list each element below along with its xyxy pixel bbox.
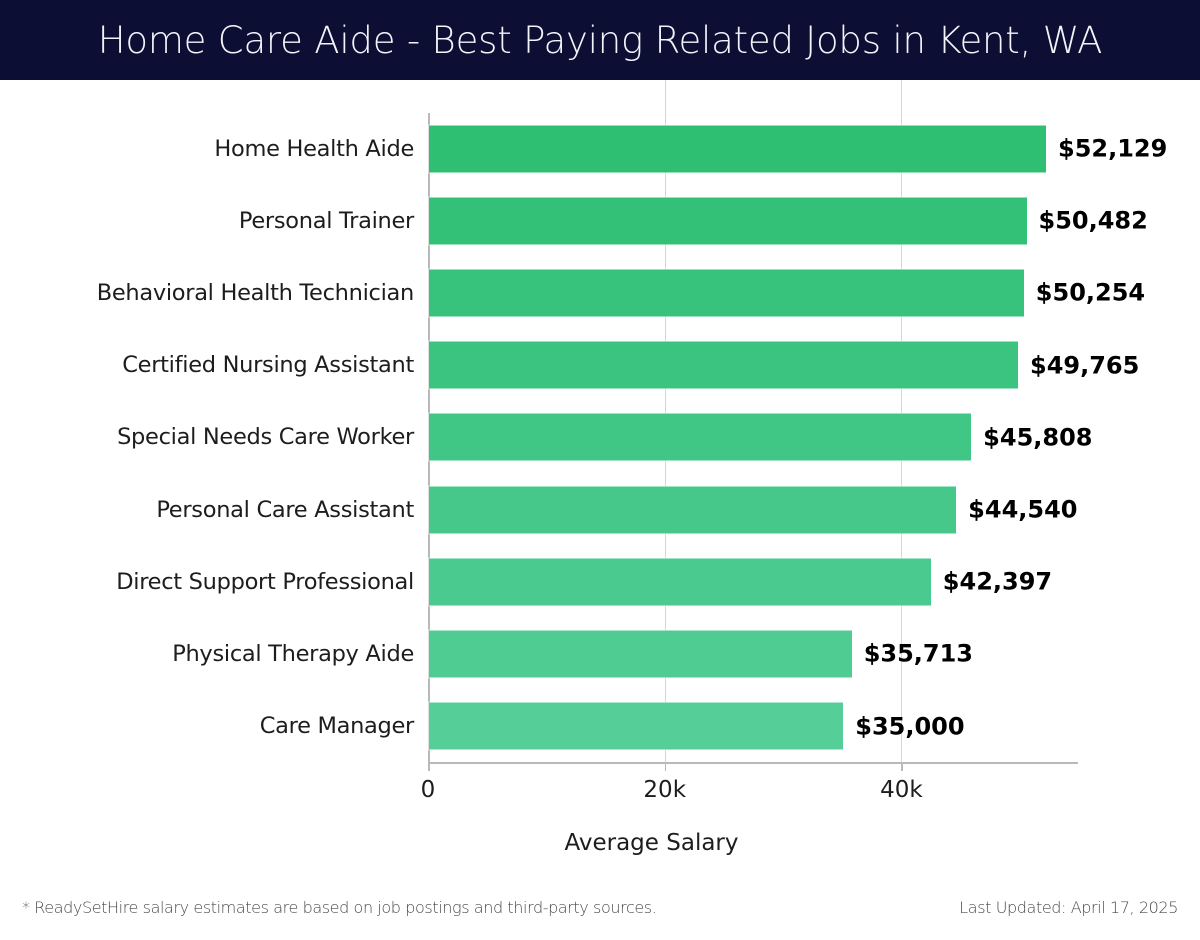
x-tick-label: 40k [880,777,923,803]
category-label: Behavioral Health Technician [96,279,415,306]
bar-value-label: $50,254 [1035,278,1146,307]
bar-track: $52,129 [429,125,1167,173]
category-label: Care Manager [259,713,415,740]
bar[interactable] [429,486,957,534]
bar[interactable] [429,630,852,678]
footer-last-updated: Last Updated: April 17, 2025 [959,898,1178,917]
bar-value-label: $49,765 [1030,351,1140,380]
category-label: Physical Therapy Aide [172,640,414,667]
category-label: Personal Trainer [238,207,414,234]
bar-row: Care Manager $35,000 [0,691,1200,762]
bar[interactable] [429,269,1024,317]
bar-value-label: $35,000 [855,712,965,741]
bar-row: Certified Nursing Assistant $49,765 [0,330,1200,401]
bar-value-label: $35,713 [863,639,973,668]
bar[interactable] [429,341,1019,389]
footer-disclaimer: * ReadySetHire salary estimates are base… [22,898,657,917]
bar[interactable] [429,197,1027,245]
x-axis-line [428,762,1078,764]
x-tick-mark [428,762,430,771]
chart-plot-area: Home Health Aide $52,129 Personal Trainer $… [0,80,1200,940]
bar[interactable] [429,558,931,606]
bar-row: Behavioral Health Technician $50,254 [0,257,1200,328]
page-title: Home Care Aide - Best Paying Related Job… [97,18,1103,62]
category-label: Direct Support Professional [116,568,414,595]
bar-track: $50,482 [429,197,1148,245]
category-label: Certified Nursing Assistant [122,352,414,379]
bar-track: $50,254 [429,269,1145,317]
y-axis-line [428,113,430,763]
bar[interactable] [429,702,844,750]
bar-row: Personal Trainer $50,482 [0,185,1200,256]
category-label: Special Needs Care Worker [117,424,414,451]
x-tick-mark [664,762,667,771]
bar-value-label: $44,540 [968,495,1078,524]
category-label: Home Health Aide [214,135,414,162]
category-label: Personal Care Assistant [156,496,414,523]
chart-header: Home Care Aide - Best Paying Related Job… [0,0,1200,80]
x-axis-title: Average Salary [0,830,1200,856]
bar-row: Home Health Aide $52,129 [0,113,1200,184]
x-tick-label: 20k [643,777,687,803]
bar-track: $35,713 [429,630,973,678]
bar-row: Personal Care Assistant $44,540 [0,474,1200,545]
x-tick-mark [901,762,903,771]
bar-track: $45,808 [429,413,1092,461]
bar-value-label: $45,808 [983,423,1093,452]
bar-track: $44,540 [429,486,1077,534]
bar-value-label: $50,482 [1038,206,1148,235]
bar[interactable] [429,413,972,461]
x-axis-title-label: Average Salary [564,830,739,856]
bar-row: Direct Support Professional $42,397 [0,546,1200,617]
bar-value-label: $42,397 [942,567,1053,596]
bar-track: $49,765 [429,341,1139,389]
bar-row: Physical Therapy Aide $35,713 [0,618,1200,689]
bar-track: $42,397 [429,558,1052,606]
bar-track: $35,000 [429,702,965,750]
bar-value-label: $52,129 [1058,134,1168,163]
bar-row: Special Needs Care Worker $45,808 [0,402,1200,473]
bar[interactable] [429,125,1046,173]
x-tick-label: 0 [420,777,436,803]
